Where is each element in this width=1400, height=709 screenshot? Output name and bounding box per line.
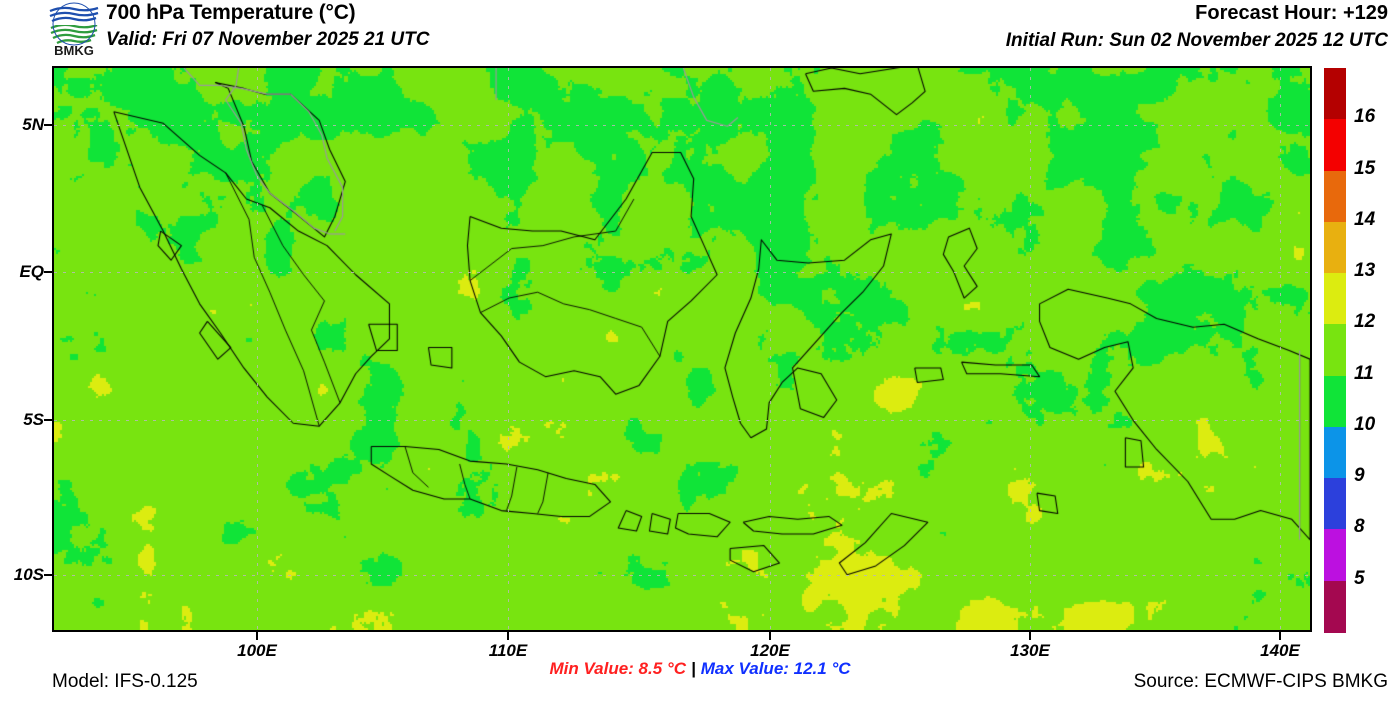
colorbar-tick-5: 5 bbox=[1354, 567, 1365, 589]
colorbar-tick-15: 15 bbox=[1354, 157, 1376, 179]
graticule-lon-line bbox=[1280, 68, 1281, 630]
lat-tick-label-eq: EQ bbox=[19, 262, 44, 281]
initial-run-label: Initial Run: Sun 02 November 2025 12 UTC bbox=[1005, 30, 1388, 51]
lon-tick-mark bbox=[507, 632, 509, 640]
lon-tick-label-140e: 140E bbox=[1260, 641, 1300, 660]
graticule-lat-line bbox=[54, 575, 1310, 576]
colorbar-tick-14: 14 bbox=[1354, 208, 1376, 230]
map-plot-area[interactable]: Copyright Sub Bidang Prediksi Cuaca BMKG… bbox=[52, 66, 1312, 632]
lon-tick-mark bbox=[1279, 632, 1281, 640]
lat-tick-mark bbox=[44, 271, 52, 273]
colorbar-band-14-15 bbox=[1324, 170, 1346, 223]
lat-tick-mark bbox=[44, 574, 52, 576]
source-label: Source: ECMWF-CIPS BMKG bbox=[1133, 671, 1388, 692]
lon-tick-label-120e: 120E bbox=[750, 641, 790, 660]
lon-tick-mark bbox=[769, 632, 771, 640]
graticule-lon-line bbox=[770, 68, 771, 630]
lat-tick-label-10s: 10S bbox=[13, 565, 44, 584]
lat-tick-label-5n: 5N bbox=[22, 115, 44, 134]
graticule-lon-line bbox=[1030, 68, 1031, 630]
lon-tick-mark bbox=[1029, 632, 1031, 640]
colorbar bbox=[1324, 68, 1346, 633]
colorbar-band-5-8 bbox=[1324, 529, 1346, 582]
header: BMKG 700 hPa Temperature (°C) Valid: Fri… bbox=[0, 0, 1400, 60]
colorbar-tick-10: 10 bbox=[1354, 413, 1376, 435]
graticule-lon-line bbox=[508, 68, 509, 630]
colorbar-tick-16: 16 bbox=[1354, 106, 1376, 128]
logo-label: BMKG bbox=[54, 43, 94, 58]
temperature-heatmap-canvas bbox=[54, 68, 1310, 630]
colorbar-band-15-16 bbox=[1324, 119, 1346, 172]
lon-tick-mark bbox=[256, 632, 258, 640]
minmax-label: Min Value: 8.5 °C | Max Value: 12.1 °C bbox=[0, 659, 1400, 679]
lon-tick-label-130e: 130E bbox=[1010, 641, 1050, 660]
minmax-separator: | bbox=[690, 659, 696, 678]
bmkg-logo-icon: BMKG bbox=[44, 2, 104, 58]
graticule-lat-line bbox=[54, 420, 1310, 421]
colorbar-band-12-13 bbox=[1324, 273, 1346, 325]
lon-tick-label-110e: 110E bbox=[488, 641, 528, 660]
colorbar-band-8-9 bbox=[1324, 478, 1346, 531]
lat-tick-mark bbox=[44, 419, 52, 421]
colorbar-band-2-5 bbox=[1324, 580, 1346, 633]
max-value-label: Max Value: 12.1 °C bbox=[700, 659, 851, 678]
colorbar-band-16-18 bbox=[1324, 68, 1346, 120]
graticule-lon-line bbox=[257, 68, 258, 630]
colorbar-tick-13: 13 bbox=[1354, 260, 1376, 282]
graticule-lat-line bbox=[54, 125, 1310, 126]
graticule-lat-line bbox=[54, 272, 1310, 273]
colorbar-band-13-14 bbox=[1324, 221, 1346, 274]
colorbar-band-10-11 bbox=[1324, 375, 1346, 428]
page-title: 700 hPa Temperature (°C) bbox=[106, 1, 356, 24]
lat-tick-mark bbox=[44, 124, 52, 126]
colorbar-band-11-12 bbox=[1324, 324, 1346, 377]
colorbar-band-9-10 bbox=[1324, 426, 1346, 479]
colorbar-tick-11: 11 bbox=[1354, 362, 1374, 384]
lat-tick-label-5s: 5S bbox=[23, 410, 44, 429]
colorbar-tick-8: 8 bbox=[1354, 516, 1365, 538]
forecast-hour-label: Forecast Hour: +129 bbox=[1195, 2, 1388, 24]
valid-time-label: Valid: Fri 07 November 2025 21 UTC bbox=[106, 29, 430, 50]
colorbar-tick-12: 12 bbox=[1354, 311, 1376, 333]
min-value-label: Min Value: 8.5 °C bbox=[549, 659, 686, 678]
lon-tick-label-100e: 100E bbox=[237, 641, 277, 660]
model-label: Model: IFS-0.125 bbox=[52, 671, 198, 692]
colorbar-tick-9: 9 bbox=[1354, 465, 1365, 487]
